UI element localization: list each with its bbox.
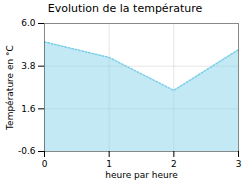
svg-text:3: 3 xyxy=(236,159,242,169)
svg-text:0: 0 xyxy=(42,159,48,169)
svg-text:6.0: 6.0 xyxy=(21,18,36,28)
svg-text:1: 1 xyxy=(106,159,112,169)
html-text:Evolution de la température: Evolution de la température xyxy=(47,2,203,15)
svg-text:heure par heure: heure par heure xyxy=(105,170,178,180)
svg-text:-0.6: -0.6 xyxy=(18,146,36,156)
svg-text:1.6: 1.6 xyxy=(21,104,36,114)
svg-text:Température en °C: Température en °C xyxy=(5,45,15,131)
svg-text:3.8: 3.8 xyxy=(21,61,36,71)
svg-text:2: 2 xyxy=(171,159,177,169)
